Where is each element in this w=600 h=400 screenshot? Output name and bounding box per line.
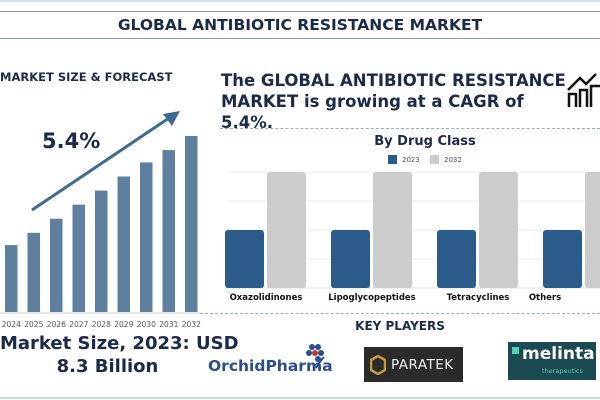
bar-2028 [95,190,108,312]
headline: The GLOBAL ANTIBIOTIC RESISTANCE MARKET … [221,70,571,133]
divider [200,313,600,314]
x-tick-label: 2027 [69,320,89,329]
bar-Others-2023 [543,230,582,288]
market-size-text: Market Size, 2023: USD 8.3 Billion [0,332,239,378]
bar-Oxazolidinones-2032 [267,172,306,288]
x-tick-label: 2030 [136,320,156,329]
paratek-logo: PARATEK [364,347,463,382]
category-label: Lipoglycopeptides [328,293,416,303]
section-title: MARKET SIZE & FORECAST [0,70,173,84]
market-size-line1: Market Size, 2023: USD [0,333,239,354]
legend-item-2032: 2032 [430,155,462,164]
orchid-flower-icon [306,344,325,369]
page-title: GLOBAL ANTIBIOTIC RESISTANCE MARKET [0,11,600,39]
bar-2027 [72,204,85,312]
legend-label: 2023 [402,155,420,164]
bar-2029 [117,176,130,312]
bar-2031 [162,150,175,312]
bar-2030 [140,162,153,312]
x-tick-label: 2024 [1,320,21,329]
growth-arrow-line [31,114,173,212]
bar-Others-2032 [585,172,600,288]
bottom-border [0,397,600,399]
headline-line1: The GLOBAL ANTIBIOTIC RESISTANCE [221,71,566,90]
x-tick-label: 2028 [91,320,111,329]
bar-Oxazolidinones-2023 [225,230,264,288]
melinta-mark-icon [512,347,519,354]
legend-item-2023: 2023 [388,155,420,164]
bar-Tetracyclines-2032 [479,172,518,288]
category-label: Tetracyclines [446,293,510,303]
bar-2024 [5,245,18,312]
melinta-wordmark: melinta [522,344,595,364]
category-label: Others [528,293,562,303]
bar-Tetracyclines-2023 [437,230,476,288]
top-border [0,0,600,2]
bar-Lipoglycopeptides-2023 [331,230,370,288]
paratek-wordmark: PARATEK [391,356,454,373]
x-tick-label: 2025 [24,320,44,329]
growth-arrow-head [163,111,180,126]
divider [220,128,600,129]
legend-swatch [430,155,439,164]
orchid-pharma-wordmark: OrchidPharma [208,357,333,375]
market-size-line2: 8.3 Billion [56,356,159,377]
drug-class-chart [225,171,600,289]
cagr-label: 5.4% [42,129,101,153]
x-tick-label: 2026 [46,320,66,329]
growth-chart-icon [567,73,600,107]
headline-line2: MARKET is growing at a CAGR of 5.4%. [221,92,524,132]
legend-swatch [388,155,397,164]
melinta-logo: melinta therapeutics [508,342,596,380]
bar-2026 [50,218,63,312]
legend-label: 2032 [444,155,462,164]
bar-2025 [27,232,40,312]
paratek-hexagon-icon [370,354,386,375]
orchid-pharma-logo: OrchidPharma [208,341,333,381]
market-forecast-chart [0,111,200,314]
x-tick-label: 2032 [181,320,201,329]
x-tick-label: 2029 [114,320,134,329]
category-label: Oxazolidinones [229,293,303,303]
x-tick-label: 2031 [159,320,179,329]
melinta-tagline: therapeutics [542,367,583,375]
drug-class-chart-title: By Drug Class [374,134,476,149]
bar-Lipoglycopeptides-2032 [373,172,412,288]
key-players-title: KEY PLAYERS [355,319,445,333]
bar-2032 [185,136,198,312]
